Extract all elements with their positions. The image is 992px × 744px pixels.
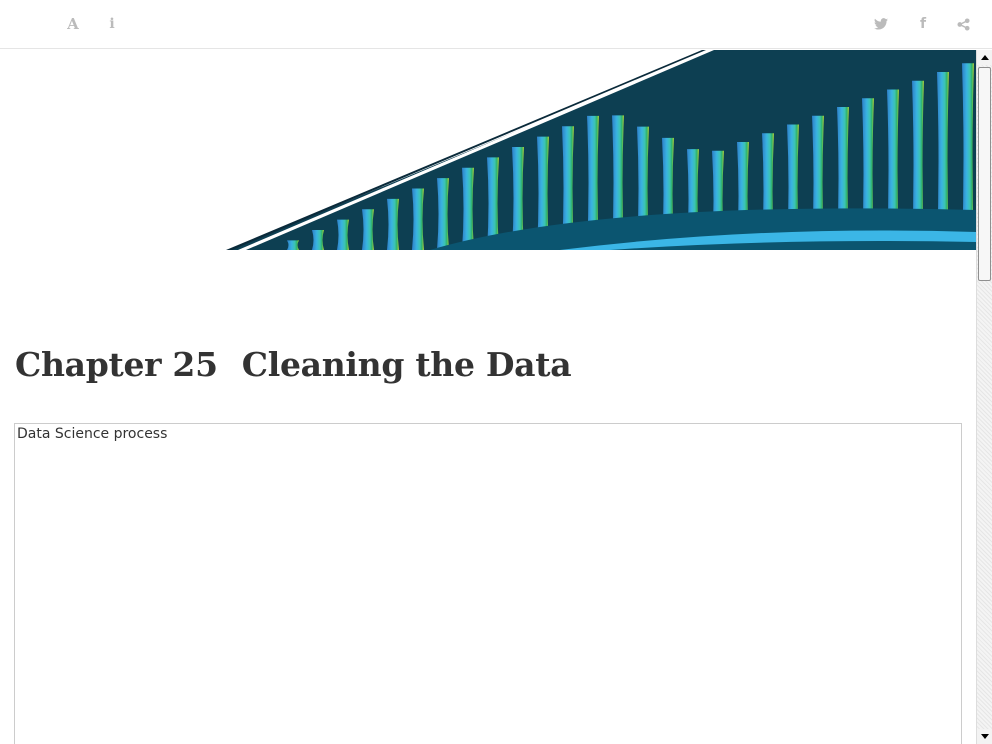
banner-stripe	[487, 157, 499, 250]
banner-stripe	[937, 72, 949, 250]
scroll-up-arrow-icon[interactable]	[977, 50, 992, 65]
banner-stripe	[362, 209, 374, 250]
twitter-icon[interactable]	[869, 12, 893, 36]
facebook-icon[interactable]: f	[919, 16, 927, 32]
banner-stripe	[387, 198, 399, 250]
font-settings-icon[interactable]: A	[67, 15, 79, 33]
info-icon[interactable]: i	[109, 16, 115, 32]
banner-stripe	[512, 146, 524, 250]
banner-stripe	[437, 178, 449, 250]
twitter-bird-glyph	[874, 18, 888, 30]
banner-stripe	[337, 219, 349, 250]
vertical-scrollbar[interactable]	[976, 50, 992, 744]
book-toolbar: A i f	[0, 0, 992, 49]
banner-stripe	[312, 229, 324, 250]
share-icon[interactable]	[951, 12, 975, 36]
banner-stripe	[587, 115, 599, 250]
banner-stripe	[412, 188, 424, 250]
banner-stripe	[287, 240, 299, 250]
share-nodes-glyph	[956, 17, 970, 31]
chapter-name: Cleaning the Data	[241, 345, 572, 384]
figure-alt-text: Data Science process	[17, 426, 168, 442]
banner-stripe	[612, 115, 624, 250]
scroll-down-arrow-icon[interactable]	[977, 729, 992, 744]
figure-image-frame: Data Science process	[14, 423, 962, 744]
book-content: Chapter 25 Cleaning the Data Data Science…	[0, 50, 976, 744]
cover-banner-image	[226, 50, 976, 250]
banner-stripe	[912, 80, 924, 250]
page-title: Chapter 25 Cleaning the Data	[15, 345, 572, 384]
chapter-number: Chapter 25	[15, 345, 218, 384]
banner-stripe	[962, 63, 974, 250]
scrollbar-thumb[interactable]	[978, 67, 991, 281]
banner-stripe	[537, 136, 549, 250]
banner-stripe	[462, 167, 474, 250]
banner-stripe	[562, 126, 574, 250]
